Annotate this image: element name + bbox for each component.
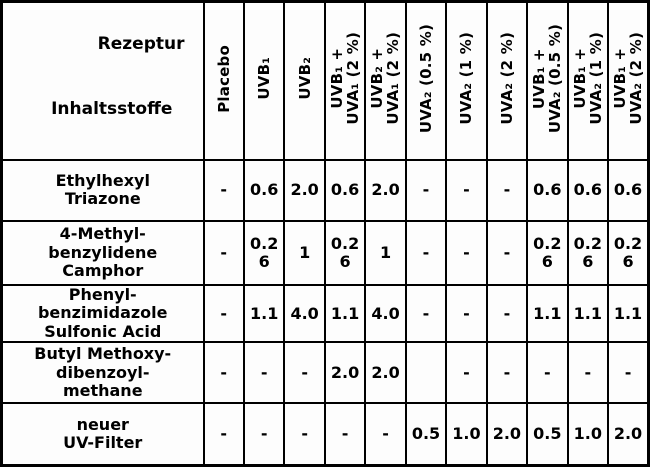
header-corner-cell: Rezeptur Inhaltsstoffe	[0, 0, 205, 161]
column-header-uva2-05: UVA₂ (0.5 %)	[404, 0, 448, 161]
column-header-uvb1-uva1-2: UVB₁ + UVA₁ (2 %)	[323, 0, 367, 161]
column-header-label: UVA₂ (1 %)	[457, 32, 476, 126]
value-cell: 4.0	[283, 283, 326, 344]
column-header-uvb1-uva2-1: UVB₁ + UVA₂ (1 %)	[566, 0, 610, 161]
table-row-neuer-uv-filter: neuer UV-Filter - - - - - 0.5 1.0 2.0 0.…	[0, 402, 650, 467]
value-cell: -	[283, 402, 326, 467]
value-cell: -	[526, 341, 569, 405]
value-cell: 2.0	[607, 402, 650, 467]
value-cell: 0.6	[566, 158, 610, 222]
value-cell: -	[202, 283, 245, 344]
value-cell: 1.0	[445, 402, 488, 467]
value-cell: -	[607, 341, 650, 405]
column-header-label: UVA₂ (2 %)	[497, 32, 516, 126]
column-header-uvb1-uva2-2: UVB₁ + UVA₂ (2 %)	[607, 0, 650, 161]
value-cell: 2.0	[364, 158, 407, 222]
value-cell: 4.0	[364, 283, 407, 344]
column-header-uvb1: UVB₁	[242, 0, 286, 161]
row-label: Ethylhexyl Triazone	[0, 158, 205, 222]
row-label: Phenyl- benzimidazole Sulfonic Acid	[0, 283, 205, 344]
value-cell: 0.6	[607, 158, 650, 222]
column-header-label: UVB₁ + UVA₁ (2 %)	[327, 32, 363, 126]
value-cell: -	[485, 341, 529, 405]
value-cell: -	[202, 158, 245, 222]
corner-label-inhaltsstoffe: Inhaltsstoffe	[51, 98, 173, 119]
value-cell: -	[404, 283, 448, 344]
value-cell: 2.0	[364, 341, 407, 405]
value-cell: -	[566, 341, 610, 405]
corner-inner: Rezeptur Inhaltsstoffe	[3, 3, 203, 159]
value-cell: -	[404, 158, 448, 222]
value-cell: 1.1	[323, 283, 367, 344]
value-cell: -	[242, 402, 286, 467]
value-cell: -	[283, 341, 326, 405]
value-cell: -	[485, 219, 529, 286]
value-cell: -	[485, 283, 529, 344]
value-cell: 2.0	[323, 341, 367, 405]
value-cell: 0.6	[526, 158, 569, 222]
column-header-label: UVB₂	[295, 57, 314, 101]
value-cell: -	[445, 283, 488, 344]
value-cell: -	[202, 341, 245, 405]
value-cell: -	[485, 158, 529, 222]
value-cell: 0.5	[526, 402, 569, 467]
value-cell: -	[445, 158, 488, 222]
value-cell: -	[202, 402, 245, 467]
value-cell: 0.5	[404, 402, 448, 467]
value-cell: -	[404, 219, 448, 286]
value-cell: 1	[283, 219, 326, 286]
table-row-ethylhexyl-triazone: Ethylhexyl Triazone - 0.6 2.0 0.6 2.0 - …	[0, 158, 650, 222]
table-row-butyl-methoxydibenzoylmethane: Butyl Methoxy- dibenzoyl- methane - - - …	[0, 341, 650, 405]
column-header-label: UVB₂ + UVA₁ (2 %)	[368, 32, 403, 126]
value-cell: -	[364, 402, 407, 467]
table-row-4-methyl-benzylidene-camphor: 4-Methyl- benzylidene Camphor - 0.26 1 0…	[0, 219, 650, 286]
column-header-label: Placebo	[214, 44, 233, 113]
value-cell: -	[445, 219, 488, 286]
value-cell: -	[445, 341, 488, 405]
value-cell: 1.1	[526, 283, 569, 344]
column-header-uva2-1: UVA₂ (1 %)	[445, 0, 488, 161]
value-cell: 1.1	[566, 283, 610, 344]
value-cell: 0.26	[323, 219, 367, 286]
table-row-phenylbenzimidazole-sulfonic-acid: Phenyl- benzimidazole Sulfonic Acid - 1.…	[0, 283, 650, 344]
column-header-placebo: Placebo	[202, 0, 245, 161]
column-header-uvb2-uva1-2: UVB₂ + UVA₁ (2 %)	[364, 0, 407, 161]
row-label: neuer UV-Filter	[0, 402, 205, 467]
column-header-uvb2: UVB₂	[283, 0, 326, 161]
column-header-uvb1-uva2-05: UVB₁ + UVA₂ (0.5 %)	[526, 0, 569, 161]
header-row: Rezeptur Inhaltsstoffe Placebo UVB₁ UVB₂…	[0, 0, 650, 161]
column-header-label: UVB₁ + UVA₂ (0.5 %)	[530, 24, 565, 134]
value-cell: 1.0	[566, 402, 610, 467]
column-header-label: UVA₂ (0.5 %)	[416, 24, 435, 134]
value-cell: 1.1	[607, 283, 650, 344]
value-cell: 1.1	[242, 283, 286, 344]
column-header-uva2-2: UVA₂ (2 %)	[485, 0, 529, 161]
column-header-label: UVB₁	[255, 57, 274, 101]
value-cell: -	[323, 402, 367, 467]
value-cell: 0.26	[242, 219, 286, 286]
value-cell: 2.0	[485, 402, 529, 467]
column-header-label: UVB₁ + UVA₂ (2 %)	[610, 32, 646, 126]
value-cell: 0.6	[242, 158, 286, 222]
value-cell: 0.26	[566, 219, 610, 286]
value-cell: 1	[364, 219, 407, 286]
value-cell: -	[242, 341, 286, 405]
column-header-label: UVB₁ + UVA₂ (1 %)	[570, 32, 605, 126]
value-cell-empty	[404, 341, 448, 405]
value-cell: 0.26	[526, 219, 569, 286]
value-cell: 2.0	[283, 158, 326, 222]
corner-label-rezeptur: Rezeptur	[97, 34, 185, 54]
value-cell: 0.6	[323, 158, 367, 222]
value-cell: 0.26	[607, 219, 650, 286]
row-label: 4-Methyl- benzylidene Camphor	[0, 219, 205, 286]
value-cell: -	[202, 219, 245, 286]
row-label: Butyl Methoxy- dibenzoyl- methane	[0, 341, 205, 405]
